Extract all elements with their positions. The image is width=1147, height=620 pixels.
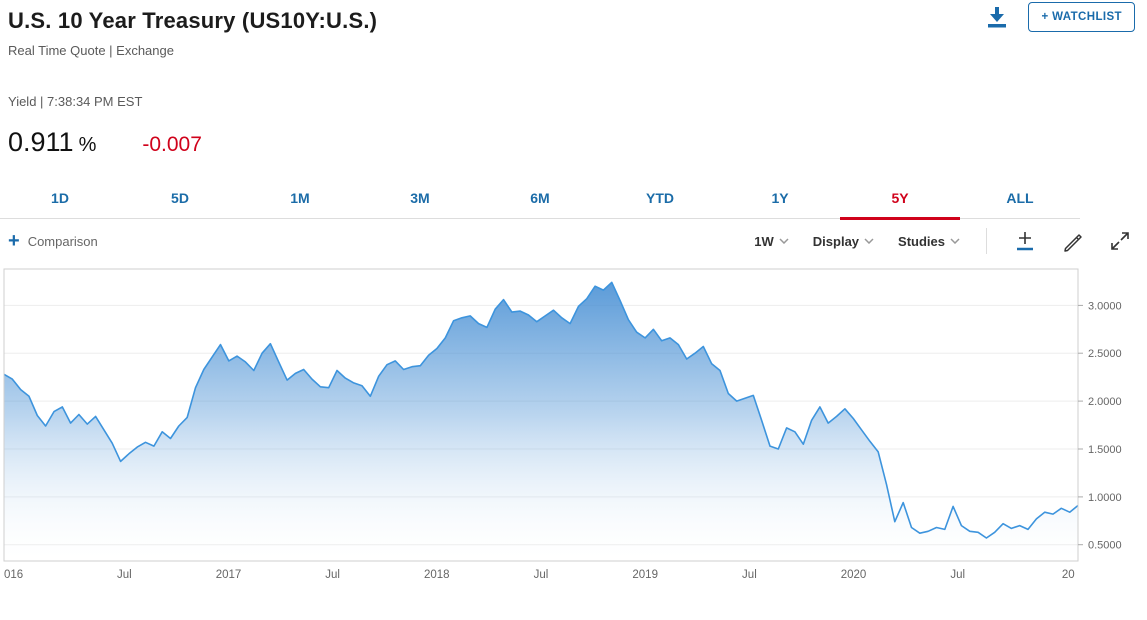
- x-axis-label: 20: [1062, 569, 1075, 581]
- crosshair-icon: [1017, 232, 1033, 251]
- chart-svg: 3.0000 2.5000 2.0000 1.5000 1.0000 0.5000 016…: [3, 268, 1122, 581]
- time-range-tabs: 1D 5D 1M 3M 6M YTD 1Y 5Y ALL: [0, 180, 1080, 220]
- x-axis-label: Jul: [950, 569, 965, 581]
- y-axis-label: 0.5000: [1088, 540, 1122, 552]
- display-label: Display: [812, 233, 860, 249]
- yield-value: 0.911: [8, 127, 74, 157]
- x-axis-label: Jul: [742, 569, 757, 581]
- tab-6m[interactable]: 6M: [530, 190, 550, 206]
- studies-dropdown[interactable]: Studies: [898, 234, 960, 249]
- y-axis-label: 2.5000: [1088, 348, 1122, 360]
- tab-ytd[interactable]: YTD: [646, 190, 674, 206]
- tab-1m[interactable]: 1M: [290, 190, 310, 206]
- tab-1y[interactable]: 1Y: [771, 190, 789, 206]
- interval-label: 1W: [754, 233, 774, 249]
- y-axis-label: 1.5000: [1088, 444, 1122, 456]
- price-line: [4, 281, 1078, 539]
- quote-time: Yield | 7:38:34 PM EST: [8, 94, 143, 109]
- y-axis: 3.0000 2.5000 2.0000 1.5000 1.0000 0.5000: [1078, 300, 1122, 552]
- price-chart[interactable]: 3.0000 2.5000 2.0000 1.5000 1.0000 0.5000 016…: [0, 265, 1147, 592]
- tab-5d[interactable]: 5D: [171, 190, 189, 206]
- chevron-down-icon: [779, 238, 789, 244]
- tab-3m[interactable]: 3M: [410, 190, 430, 206]
- plot-border: [3, 268, 1079, 562]
- tab-all[interactable]: ALL: [1006, 190, 1034, 206]
- y-axis-label: 2.0000: [1088, 396, 1122, 408]
- x-axis-label: 2019: [632, 569, 658, 581]
- draw-button[interactable]: [1061, 229, 1085, 253]
- expand-button[interactable]: [1109, 230, 1131, 252]
- tab-5y[interactable]: 5Y: [840, 180, 960, 220]
- download-icon: [988, 7, 1007, 28]
- x-axis: 016 Jul 2017 Jul 2018 Jul 2019 Jul 2020 Jul 20: [4, 569, 1075, 581]
- x-axis-label: 016: [4, 569, 23, 581]
- comparison-button[interactable]: + Comparison: [8, 231, 98, 251]
- x-axis-label: Jul: [325, 569, 340, 581]
- pencil-icon: [1064, 234, 1082, 252]
- quote-source: Real Time Quote | Exchange: [8, 43, 174, 58]
- chevron-down-icon: [864, 238, 874, 244]
- download-button[interactable]: [982, 2, 1012, 35]
- expand-icon: [1111, 232, 1129, 250]
- x-axis-label: Jul: [117, 569, 132, 581]
- area-fill: [4, 282, 1078, 561]
- yield-change: -0.007: [142, 133, 202, 156]
- x-axis-label: 2020: [841, 569, 867, 581]
- studies-label: Studies: [898, 233, 945, 249]
- toolbar-separator: [986, 228, 987, 254]
- x-axis-label: Jul: [534, 569, 549, 581]
- x-axis-label: 2017: [216, 569, 242, 581]
- y-axis-label: 1.0000: [1088, 492, 1122, 504]
- interval-dropdown[interactable]: 1W: [754, 234, 789, 249]
- chart-controls: 1W Display Studies: [754, 228, 1131, 254]
- chart-toolbar: + Comparison 1W Display Studies: [0, 219, 1147, 263]
- header-actions: + WATCHLIST: [982, 2, 1135, 35]
- page-title: U.S. 10 Year Treasury (US10Y:U.S.): [8, 8, 378, 33]
- tab-1d[interactable]: 1D: [51, 190, 69, 206]
- display-dropdown[interactable]: Display: [813, 234, 874, 249]
- yield-unit: %: [78, 134, 97, 156]
- watchlist-button[interactable]: + WATCHLIST: [1028, 2, 1135, 32]
- header: + WATCHLIST U.S. 10 Year Treasury (US10Y…: [0, 0, 1147, 158]
- quote-value-row: 0.911 % -0.007: [8, 127, 1137, 158]
- comparison-label: Comparison: [27, 233, 98, 249]
- y-axis-label: 3.0000: [1088, 300, 1122, 312]
- plus-icon: +: [8, 230, 20, 252]
- chevron-down-icon: [950, 238, 960, 244]
- crosshair-button[interactable]: [1013, 229, 1037, 253]
- x-axis-label: 2018: [424, 569, 450, 581]
